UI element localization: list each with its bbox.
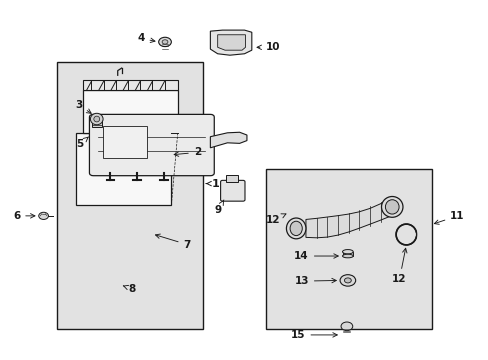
Bar <box>82 90 177 134</box>
Text: 15: 15 <box>290 330 337 340</box>
Bar <box>82 80 177 90</box>
Circle shape <box>340 322 352 330</box>
Text: 4: 4 <box>137 33 155 43</box>
Text: 7: 7 <box>155 234 190 249</box>
Text: 12: 12 <box>391 248 406 284</box>
Text: 1: 1 <box>206 179 219 189</box>
Circle shape <box>158 37 171 46</box>
Ellipse shape <box>286 218 305 239</box>
Polygon shape <box>217 35 245 50</box>
Ellipse shape <box>90 113 103 125</box>
Polygon shape <box>210 30 251 55</box>
Bar <box>76 134 171 205</box>
Bar <box>266 169 431 329</box>
Circle shape <box>39 212 48 220</box>
Bar <box>226 175 238 182</box>
Ellipse shape <box>385 200 398 214</box>
Text: 8: 8 <box>123 284 136 294</box>
Ellipse shape <box>94 116 100 122</box>
Text: 12: 12 <box>265 214 285 225</box>
Text: 14: 14 <box>294 251 338 261</box>
Ellipse shape <box>342 254 352 258</box>
Polygon shape <box>305 198 390 238</box>
Text: 5: 5 <box>76 137 88 149</box>
FancyBboxPatch shape <box>220 180 244 201</box>
Text: 11: 11 <box>433 211 464 224</box>
Text: 9: 9 <box>214 200 224 215</box>
Text: 13: 13 <box>294 276 336 286</box>
Circle shape <box>339 275 355 286</box>
Text: 10: 10 <box>257 42 280 52</box>
Circle shape <box>344 278 350 283</box>
Polygon shape <box>210 132 246 148</box>
FancyBboxPatch shape <box>89 114 214 176</box>
Ellipse shape <box>289 221 302 235</box>
Ellipse shape <box>342 249 352 254</box>
Bar <box>103 126 147 158</box>
Bar <box>342 252 352 256</box>
Text: 2: 2 <box>174 147 201 157</box>
Ellipse shape <box>381 197 402 217</box>
Text: 3: 3 <box>75 100 91 113</box>
Bar <box>92 121 102 127</box>
Text: 6: 6 <box>13 211 35 221</box>
Circle shape <box>162 40 167 44</box>
Bar <box>57 62 203 329</box>
